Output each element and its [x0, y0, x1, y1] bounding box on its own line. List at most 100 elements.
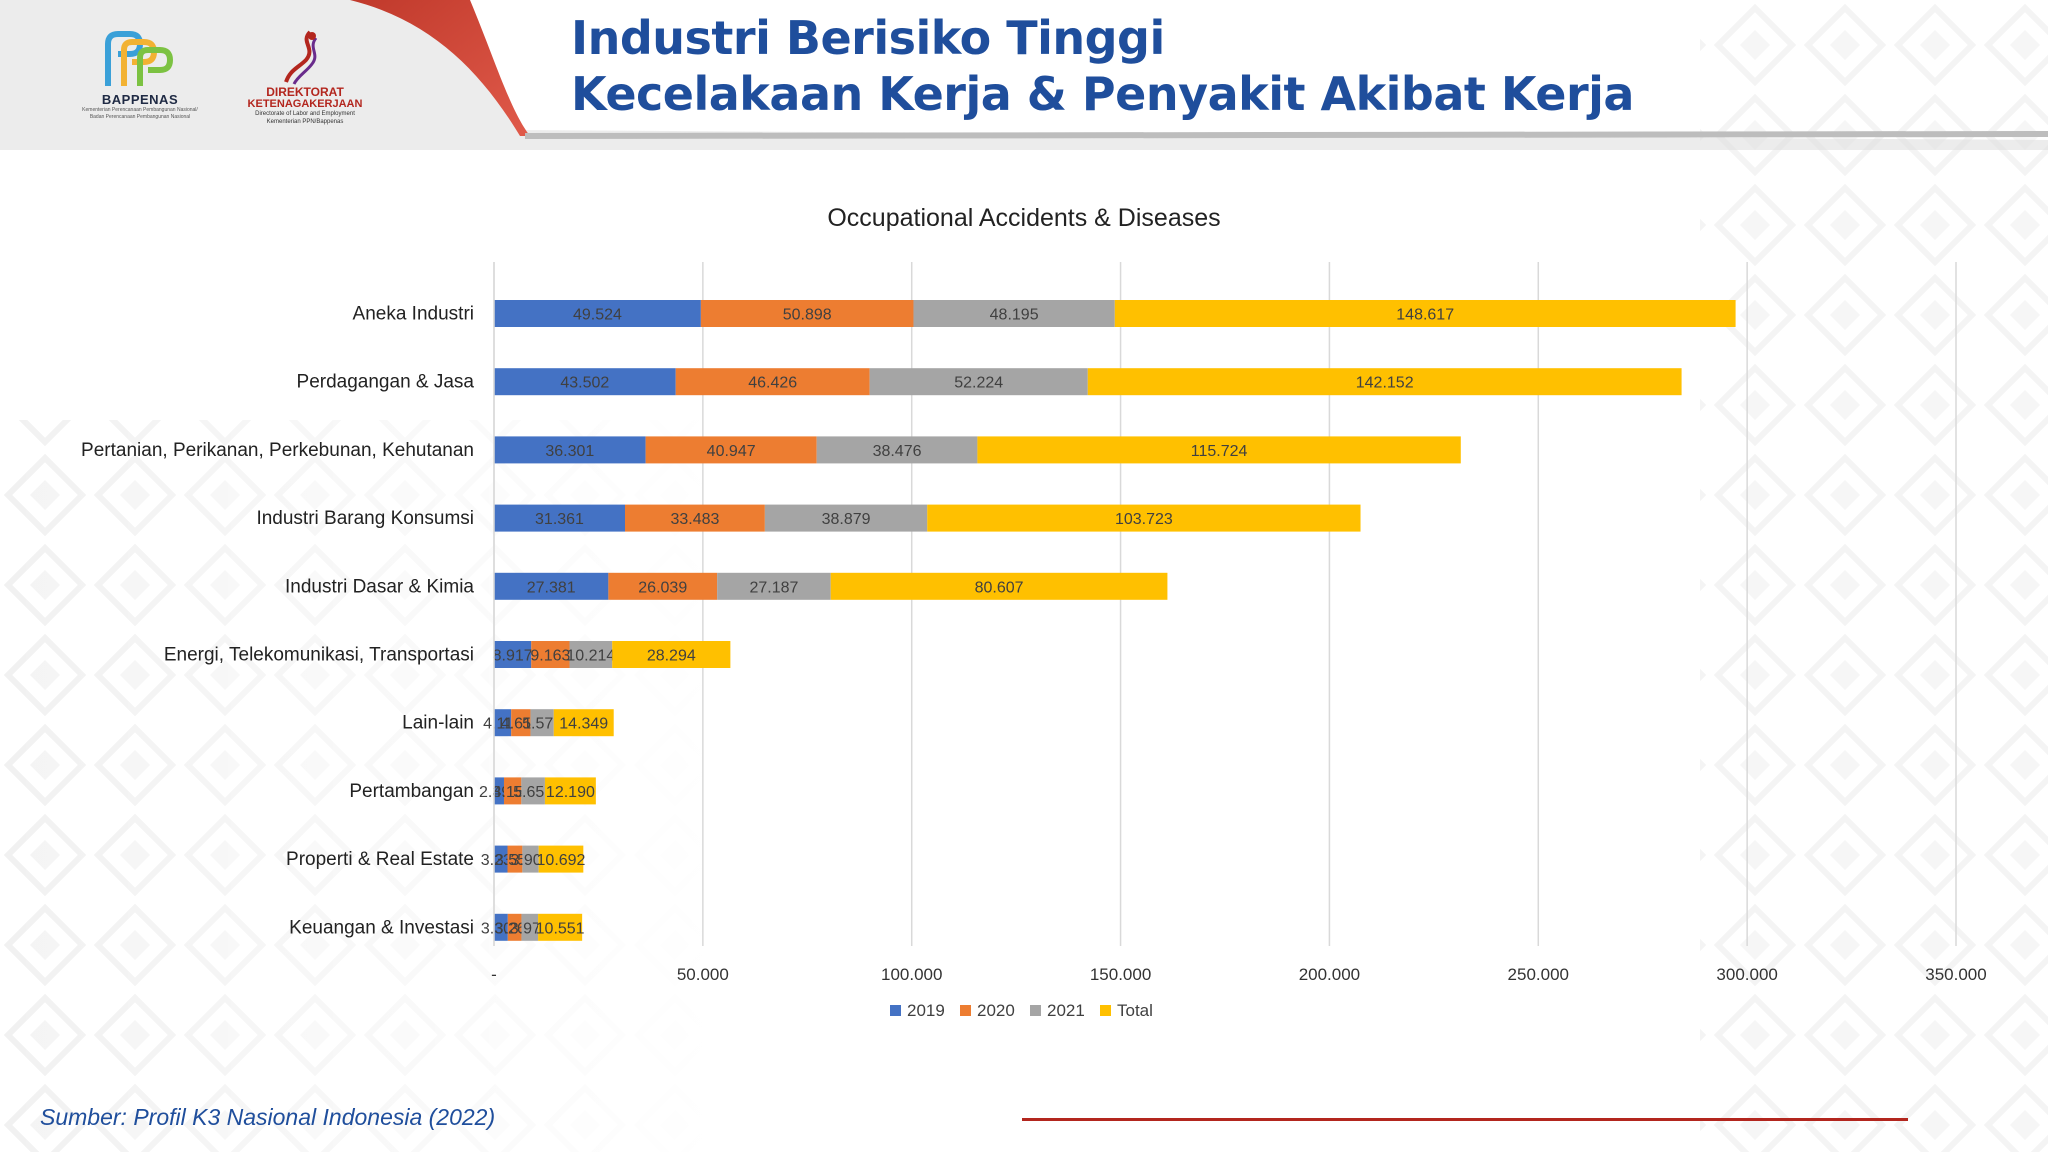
- data-label: 31.361: [535, 511, 584, 528]
- category-label: Properti & Real Estate: [286, 849, 474, 870]
- x-tick-label: 250.000: [1508, 965, 1569, 984]
- category-label: Industri Dasar & Kimia: [285, 576, 474, 597]
- bappenas-mark-icon: [105, 31, 174, 86]
- chart-title: Occupational Accidents & Diseases: [827, 204, 1221, 232]
- page-title: Industri Berisiko Tinggi Kecelakaan Kerj…: [571, 10, 1634, 122]
- bar-segment: [538, 913, 583, 941]
- data-label: 46.426: [748, 375, 797, 392]
- bar-segment: [530, 709, 554, 737]
- data-label: 9.163: [530, 648, 570, 665]
- bar-segment: [503, 777, 522, 805]
- bappenas-name: BAPPENAS: [101, 92, 179, 107]
- category-label: Industri Barang Konsumsi: [256, 508, 474, 529]
- bar-segment: [507, 913, 522, 941]
- data-label: 10.692: [537, 852, 586, 869]
- bar-segment: [869, 368, 1088, 396]
- bar-segment: [764, 504, 928, 532]
- bar-segment: [1087, 368, 1682, 396]
- data-label: 142.152: [1356, 375, 1414, 392]
- legend-swatch: [1030, 1005, 1041, 1016]
- x-tick-label: 350.000: [1925, 965, 1986, 984]
- legend-label: 2021: [1047, 1001, 1085, 1020]
- data-label: 48.195: [990, 307, 1039, 324]
- direktorat-line-1: DIREKTORAT: [266, 85, 344, 99]
- bar-segment: [553, 709, 614, 737]
- bar-segment: [521, 777, 545, 805]
- bar-segment: [645, 436, 817, 464]
- category-label: Pertambangan: [349, 781, 474, 802]
- data-label: 5.651: [513, 784, 553, 801]
- category-label: Perdagangan & Jasa: [297, 372, 475, 393]
- direktorat-sub-1: Directorate of Labor and Employment: [255, 111, 355, 117]
- bar-segment: [494, 436, 646, 464]
- category-label: Keuangan & Investasi: [289, 917, 474, 938]
- data-label: 40.947: [707, 443, 756, 460]
- legend-label: 2019: [907, 1001, 945, 1020]
- bappenas-sub-2: Badan Perencanaan Pembangunan Nasional: [89, 114, 191, 120]
- data-label: 5.577: [522, 716, 562, 733]
- bar-segment: [521, 913, 539, 941]
- x-tick-label: 100.000: [881, 965, 942, 984]
- x-tick-label: 300.000: [1716, 965, 1777, 984]
- bar-segment: [494, 368, 676, 396]
- x-tick-label: -: [491, 965, 497, 984]
- bar-segment: [717, 572, 831, 600]
- data-label: 50.898: [783, 307, 832, 324]
- bar-segment: [494, 845, 508, 873]
- data-label: 10.214: [566, 648, 615, 665]
- x-tick-label: 50.000: [677, 965, 729, 984]
- x-tick-label: 200.000: [1299, 965, 1360, 984]
- legend-swatch: [960, 1005, 971, 1016]
- bar-segment: [675, 368, 870, 396]
- data-label: 27.187: [749, 579, 798, 596]
- category-label: Energi, Telekomunikasi, Transportasi: [164, 645, 474, 666]
- bar-segment: [830, 572, 1168, 600]
- category-label: Pertanian, Perikanan, Perkebunan, Kehuta…: [81, 440, 474, 461]
- bar-segment: [608, 572, 718, 600]
- data-label: 43.502: [560, 375, 609, 392]
- legend-label: Total: [1117, 1001, 1153, 1020]
- category-label: Aneka Industri: [353, 304, 474, 325]
- data-label: 36.301: [545, 443, 594, 460]
- data-label: 38.476: [873, 443, 922, 460]
- x-tick-label: 150.000: [1090, 965, 1151, 984]
- data-label: 10.551: [536, 920, 585, 937]
- bar-segment: [569, 641, 613, 668]
- data-label: 148.617: [1396, 307, 1454, 324]
- bar-segment: [977, 436, 1461, 464]
- bar-segment: [913, 300, 1115, 327]
- legend-swatch: [1100, 1005, 1111, 1016]
- bar-segment: [511, 709, 531, 737]
- bar-segment: [544, 777, 596, 805]
- data-label: 28.294: [647, 648, 696, 665]
- bar-segment: [927, 504, 1361, 532]
- bar-segment: [494, 572, 609, 600]
- data-label: 26.039: [638, 579, 687, 596]
- bar-segment: [531, 641, 570, 668]
- data-label: 49.524: [573, 307, 622, 324]
- bar-segment: [494, 913, 508, 941]
- bappenas-sub-1: Kementerian Perencanaan Pembangunan Nasi…: [82, 107, 198, 113]
- logo-area: BAPPENAS Kementerian Perencanaan Pembang…: [50, 24, 370, 144]
- data-label: 33.483: [670, 511, 719, 528]
- data-label: 115.724: [1191, 443, 1248, 460]
- source-note: Sumber: Profil K3 Nasional Indonesia (20…: [40, 1104, 496, 1130]
- page-title-line-1: Industri Berisiko Tinggi: [571, 11, 1165, 65]
- bar-segment: [816, 436, 978, 464]
- bar-segment: [522, 845, 539, 873]
- direktorat-logo: DIREKTORAT KETENAGAKERJAAN Directorate o…: [235, 24, 375, 144]
- bar-segment: [494, 777, 504, 805]
- legend-label: 2020: [977, 1001, 1015, 1020]
- data-label: 14.349: [559, 716, 608, 733]
- bar-segment: [507, 845, 523, 873]
- page-title-line-2: Kecelakaan Kerja & Penyakit Akibat Kerja: [571, 67, 1634, 121]
- bar-segment: [494, 300, 701, 327]
- data-label: 27.381: [527, 579, 576, 596]
- bar-segment: [624, 504, 765, 532]
- header-band: [0, 0, 2048, 150]
- bar-segment: [612, 641, 731, 668]
- data-label: 12.190: [546, 784, 595, 801]
- source-divider: [1022, 1118, 1908, 1121]
